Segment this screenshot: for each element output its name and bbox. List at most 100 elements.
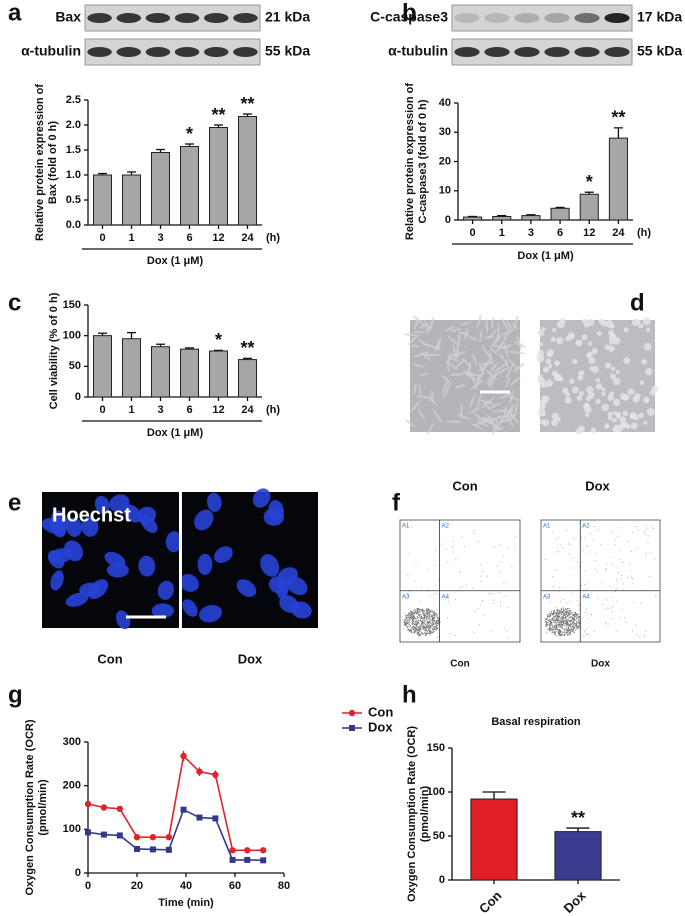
cell	[537, 374, 544, 381]
event	[416, 621, 418, 623]
event	[569, 632, 572, 634]
bar	[521, 215, 541, 221]
event	[459, 587, 461, 589]
event	[625, 621, 627, 623]
cell	[623, 327, 629, 333]
event	[553, 610, 555, 612]
event	[425, 630, 427, 632]
blot-band	[574, 13, 600, 23]
event	[552, 614, 554, 616]
event	[442, 543, 444, 545]
event	[550, 612, 552, 615]
event	[410, 631, 413, 633]
event	[594, 568, 596, 570]
event	[408, 553, 410, 555]
event	[593, 630, 595, 632]
event	[408, 622, 410, 624]
event	[562, 598, 564, 600]
cell	[482, 401, 492, 411]
blot-band	[454, 47, 480, 57]
nucleus	[49, 516, 67, 538]
cell	[587, 351, 593, 358]
y-tick-label: 100	[63, 823, 81, 835]
cell	[499, 417, 516, 423]
event	[568, 633, 570, 635]
significance: **	[611, 108, 625, 128]
x-tick-label: 0	[99, 404, 105, 416]
event	[560, 600, 562, 602]
quadrant-label: A3	[543, 594, 551, 600]
event	[560, 624, 562, 626]
event	[447, 562, 449, 564]
event	[551, 625, 554, 627]
event	[445, 548, 447, 550]
cell	[585, 413, 590, 418]
event	[431, 610, 433, 612]
legend-label: Con	[368, 704, 393, 719]
event	[617, 572, 619, 574]
event	[562, 621, 564, 623]
event	[577, 622, 579, 624]
event	[579, 566, 581, 568]
event	[500, 544, 502, 546]
event	[574, 615, 576, 617]
event	[433, 630, 435, 632]
x-tick-label: 0	[99, 232, 105, 244]
event	[425, 627, 427, 629]
event	[410, 618, 412, 620]
cell	[472, 412, 487, 423]
event	[408, 617, 410, 619]
event	[434, 621, 436, 623]
event	[411, 619, 413, 622]
event	[565, 602, 567, 604]
cell	[608, 329, 615, 336]
nucleus	[106, 562, 129, 578]
event	[423, 625, 425, 627]
event	[434, 622, 436, 624]
blot-band	[174, 13, 200, 23]
event	[451, 551, 453, 553]
image-label: Con	[97, 651, 122, 666]
event	[585, 629, 587, 631]
event	[568, 614, 570, 616]
event	[428, 615, 431, 617]
legend-label: Dox	[368, 719, 393, 734]
event	[565, 619, 567, 621]
event	[557, 631, 559, 633]
event	[429, 619, 432, 621]
event	[404, 627, 406, 629]
event	[555, 617, 558, 619]
cell	[440, 374, 453, 385]
cell	[476, 313, 482, 330]
x-axis-label: Dox (1 μM)	[147, 255, 204, 267]
cell	[622, 410, 629, 417]
event	[632, 578, 634, 580]
event	[550, 622, 552, 624]
event	[438, 619, 440, 621]
event	[424, 621, 426, 623]
cell	[645, 327, 651, 332]
event	[598, 529, 600, 531]
event	[407, 593, 409, 595]
blot-band	[87, 13, 112, 23]
event	[549, 614, 551, 616]
event	[422, 628, 424, 630]
cell	[490, 347, 498, 355]
cell	[454, 384, 466, 389]
blot-strip	[451, 38, 633, 66]
event	[558, 610, 560, 612]
event	[575, 624, 577, 627]
event	[572, 624, 575, 626]
event	[643, 532, 645, 534]
event	[596, 597, 598, 599]
cell	[564, 396, 572, 404]
cell	[501, 318, 511, 332]
x-tick-label: 12	[212, 232, 224, 244]
event	[574, 623, 576, 625]
nucleus	[50, 570, 64, 591]
cell	[588, 357, 596, 365]
significance: *	[586, 172, 593, 192]
cell	[585, 385, 594, 394]
event	[427, 569, 429, 571]
nucleus	[151, 603, 174, 619]
